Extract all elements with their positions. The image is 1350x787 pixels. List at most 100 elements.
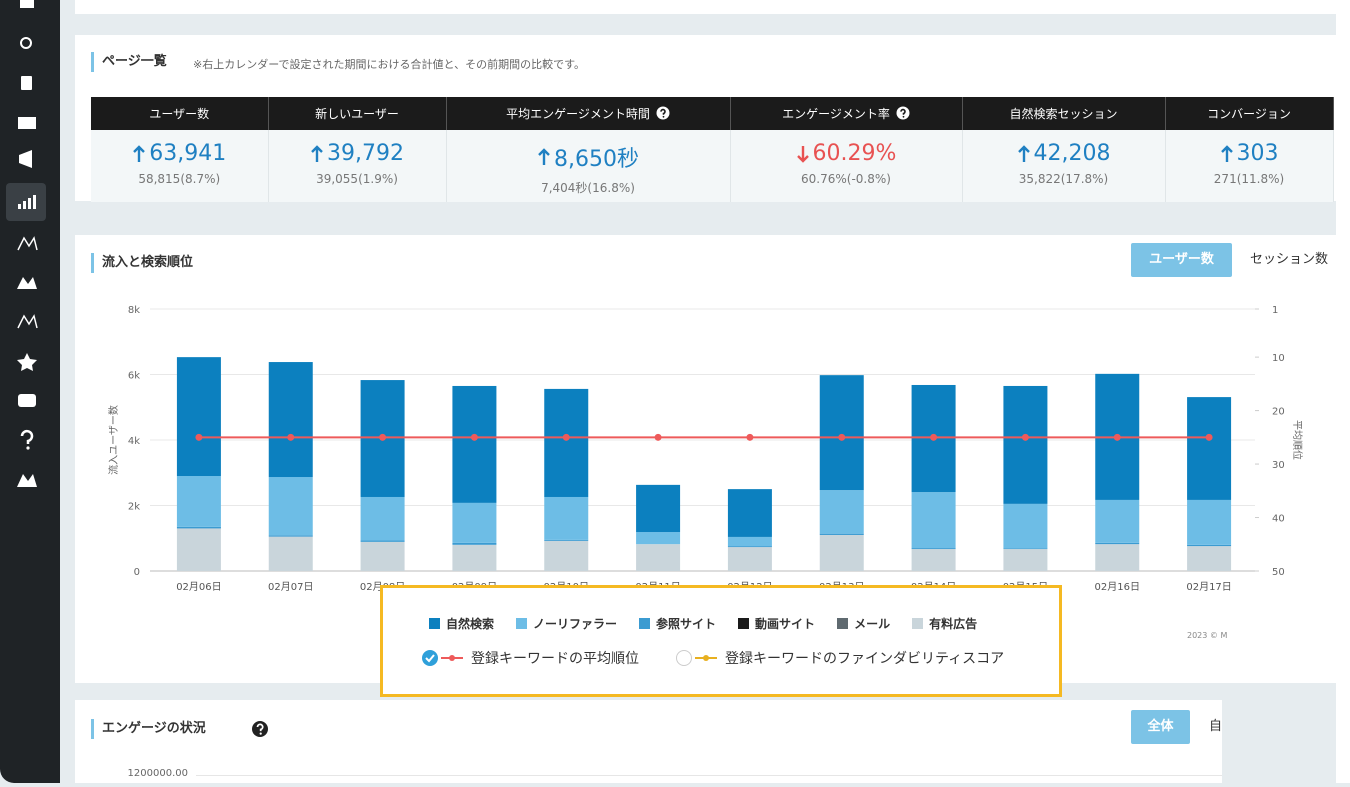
bar-segment (176, 476, 221, 527)
metric-value-wrap: 63,941 (92, 141, 267, 166)
nav-icon[interactable] (18, 117, 36, 129)
line-point (838, 433, 846, 441)
help-icon[interactable] (896, 106, 910, 120)
legend-checkbox (422, 650, 463, 666)
arrow-shape (1220, 144, 1233, 162)
engagement-panel (75, 700, 1222, 783)
bar-segment (360, 541, 405, 571)
check-circle (676, 650, 692, 666)
toggle-button[interactable]: セッション数 (1250, 252, 1329, 267)
metric-label: 新しいユーザー (315, 107, 399, 121)
x-tick-label: 02月16日 (1095, 581, 1140, 593)
legend-label: 動画サイト (755, 617, 816, 631)
help-dot (662, 115, 665, 118)
nav-icon[interactable] (19, 150, 32, 168)
legend-item[interactable]: 動画サイト (738, 615, 815, 632)
toggle-button[interactable]: 自 (1209, 719, 1222, 734)
line-point (654, 433, 662, 441)
legend: 自然検索 ノーリファラー 参照サイト 動画サイト メール 有料広告 登録キーワードの平均順… (380, 585, 1062, 697)
nav-icon[interactable] (17, 474, 37, 487)
nav-icon[interactable] (21, 76, 32, 90)
nav-icon[interactable] (26, 446, 30, 450)
nav-icon[interactable] (17, 314, 38, 329)
legend-item[interactable]: 有料広告 (912, 615, 977, 632)
y2-tick-label: 30 (1272, 460, 1285, 471)
legend-item[interactable]: 自然検索 (429, 615, 494, 632)
trend-arrow (796, 145, 809, 163)
nav-icon[interactable] (20, 37, 32, 49)
line-point (195, 433, 203, 441)
bar-segment (1187, 397, 1232, 500)
bar-segment (1003, 503, 1048, 549)
nav-icon[interactable] (20, 429, 34, 444)
legend-label: メール (854, 617, 891, 631)
trend-arrow (1220, 144, 1233, 162)
metric-label: 自然検索セッション (1009, 107, 1118, 121)
legend-swatch (429, 618, 440, 629)
nav-icon[interactable] (17, 353, 37, 371)
bar-segment (819, 533, 864, 535)
y-axis-title: 流入ユーザー数 (107, 405, 120, 475)
metric-label: エンゲージメント率 (782, 107, 890, 121)
legend-item[interactable]: メール (837, 615, 890, 632)
line-point (1113, 433, 1121, 441)
legend-item[interactable]: 参照サイト (639, 615, 716, 632)
bar-segment (176, 528, 221, 571)
bar-segment (1187, 499, 1232, 545)
nav-icon[interactable] (18, 394, 36, 407)
bar-segment (268, 536, 313, 571)
nav-icon[interactable] (17, 277, 37, 289)
top-panel (75, 0, 1336, 14)
bar-segment (727, 536, 772, 547)
help-dot (902, 115, 905, 118)
metric-value: 42,208 (1033, 141, 1111, 166)
nav-icon[interactable] (20, 0, 34, 8)
metrics-row: 63,941 58,815(8.7%) 39,792 39,055(1.9%) 8,65… (91, 130, 1334, 202)
bar-segment (819, 375, 864, 491)
trend-arrow (538, 148, 550, 165)
help-icon[interactable] (250, 719, 270, 739)
line-point (562, 433, 570, 441)
metric-value-wrap: 60.29% (732, 141, 961, 166)
metric-value-wrap: 303 (1167, 141, 1332, 166)
bar-segment (727, 489, 772, 537)
line-point (1021, 433, 1029, 441)
toggle-button[interactable]: 全体 (1131, 710, 1190, 744)
metric-previous: 7,404秒(16.8%) (541, 181, 635, 195)
legend-item[interactable]: ノーリファラー (516, 615, 617, 632)
chart: 0 2k 4k 6k 8k 1 10 20 30 40 50 流入ユーザー数 平均順位 02月06日 02月… (107, 305, 1304, 593)
metric-header: 平均エンゲージメント時間 (446, 97, 731, 130)
bar-segment (268, 362, 313, 478)
trend-arrow (1017, 144, 1030, 162)
bar-segment (544, 539, 589, 541)
metric-cell: 303 271(11.8%) (1165, 130, 1334, 202)
y-tick-label: 1200000.00 (127, 768, 188, 779)
nav-icon[interactable] (18, 195, 36, 209)
legend-label: 登録キーワードのファインダビリティスコア (725, 651, 1005, 667)
bar-segment (176, 526, 221, 529)
metric-value: 39,792 (327, 141, 404, 166)
line-point (379, 433, 387, 441)
metric-header: エンゲージメント率 (730, 97, 963, 130)
metric-header: 自然検索セッション (962, 97, 1166, 130)
arrow-shape (796, 145, 809, 163)
y2-axis-title: 平均順位 (1291, 420, 1304, 460)
grid-line (196, 775, 1222, 776)
legend-swatch (837, 618, 849, 629)
help-icon[interactable] (656, 106, 670, 120)
y2-tick-label: 1 (1272, 305, 1278, 316)
legend-label: ノーリファラー (533, 617, 618, 631)
metric-header: ユーザー数 (91, 97, 269, 130)
legend-item[interactable]: 登録キーワードの平均順位 (421, 648, 639, 668)
line-point (287, 433, 295, 441)
bar-segment (727, 547, 772, 571)
metric-value: 303 (1236, 141, 1279, 166)
legend-swatch (738, 618, 750, 629)
metric-cell: 39,792 39,055(1.9%) (268, 130, 447, 202)
nav-icon[interactable] (17, 236, 38, 251)
sidebar (0, 0, 60, 783)
toggle-button[interactable]: ユーザー数 (1131, 243, 1232, 277)
metric-value: 8,650秒 (554, 147, 639, 172)
arrow-shape (133, 144, 146, 162)
legend-item[interactable]: 登録キーワードのファインダビリティスコア (675, 648, 1004, 668)
